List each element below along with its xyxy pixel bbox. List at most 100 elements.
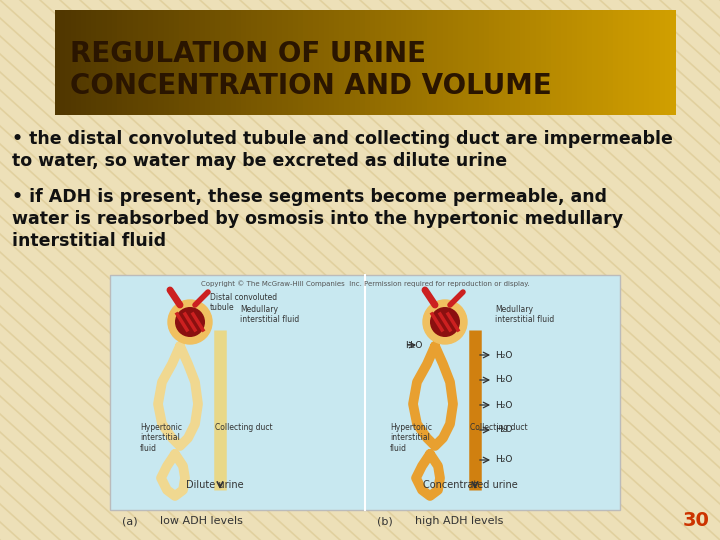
Bar <box>572 10 578 115</box>
Bar <box>608 10 614 115</box>
Bar <box>184 10 190 115</box>
Text: Distal convoluted
tubule: Distal convoluted tubule <box>210 293 277 313</box>
Bar <box>437 10 444 115</box>
Bar <box>86 10 92 115</box>
Bar <box>654 10 660 115</box>
Text: interstitial fluid: interstitial fluid <box>12 232 166 250</box>
Bar <box>324 10 330 115</box>
Bar <box>458 10 464 115</box>
Bar <box>603 10 609 115</box>
Bar <box>138 10 144 115</box>
Bar <box>158 10 164 115</box>
Bar <box>546 10 552 115</box>
Text: water is reabsorbed by osmosis into the hypertonic medullary: water is reabsorbed by osmosis into the … <box>12 210 623 228</box>
Bar <box>163 10 170 115</box>
Bar <box>168 10 175 115</box>
Bar <box>541 10 546 115</box>
Bar <box>365 10 372 115</box>
Bar <box>110 275 620 510</box>
Text: H₂O: H₂O <box>495 456 513 464</box>
Circle shape <box>168 300 212 344</box>
Bar <box>432 10 438 115</box>
Bar <box>417 10 423 115</box>
Bar <box>91 10 97 115</box>
Bar <box>329 10 335 115</box>
Bar <box>525 10 531 115</box>
Bar <box>448 10 454 115</box>
Text: Hypertonic
interstitial
fluid: Hypertonic interstitial fluid <box>390 423 432 453</box>
Bar <box>349 10 356 115</box>
Bar <box>375 10 382 115</box>
Bar <box>479 10 485 115</box>
Bar <box>210 10 216 115</box>
Bar <box>230 10 237 115</box>
Bar <box>277 10 284 115</box>
Bar <box>598 10 603 115</box>
Bar <box>618 10 624 115</box>
Bar <box>427 10 433 115</box>
Text: H₂O: H₂O <box>495 401 513 409</box>
Bar <box>204 10 211 115</box>
Text: Copyright © The McGraw-Hill Companies  Inc. Permission required for reproduction: Copyright © The McGraw-Hill Companies In… <box>201 280 529 287</box>
Bar <box>60 10 66 115</box>
Bar <box>194 10 201 115</box>
Bar <box>282 10 289 115</box>
Bar <box>613 10 619 115</box>
Bar <box>256 10 263 115</box>
Text: low ADH levels: low ADH levels <box>160 516 243 526</box>
Bar <box>287 10 294 115</box>
Bar <box>236 10 242 115</box>
Bar <box>500 10 505 115</box>
Text: to water, so water may be excreted as dilute urine: to water, so water may be excreted as di… <box>12 152 507 170</box>
Bar <box>453 10 459 115</box>
Bar <box>510 10 516 115</box>
Bar <box>355 10 361 115</box>
Bar <box>199 10 206 115</box>
Bar <box>665 10 671 115</box>
Text: (a): (a) <box>122 516 138 526</box>
Bar <box>272 10 278 115</box>
Bar <box>463 10 469 115</box>
Bar <box>225 10 232 115</box>
Bar <box>71 10 76 115</box>
Bar <box>261 10 268 115</box>
Bar <box>443 10 449 115</box>
Bar <box>241 10 247 115</box>
Bar <box>582 10 588 115</box>
Bar <box>567 10 572 115</box>
Bar <box>370 10 377 115</box>
Bar <box>153 10 159 115</box>
Bar <box>318 10 325 115</box>
Text: Collecting duct: Collecting duct <box>470 423 528 432</box>
Text: Dilute urine: Dilute urine <box>186 480 244 490</box>
Bar <box>556 10 562 115</box>
Bar <box>344 10 351 115</box>
Bar <box>494 10 500 115</box>
Bar <box>505 10 510 115</box>
Bar <box>107 10 113 115</box>
Text: H₂O: H₂O <box>495 375 513 384</box>
Bar <box>474 10 480 115</box>
Text: H₂O: H₂O <box>405 341 423 349</box>
Bar <box>468 10 474 115</box>
Circle shape <box>431 308 459 336</box>
Bar <box>660 10 666 115</box>
Bar <box>639 10 645 115</box>
Bar <box>112 10 118 115</box>
Bar <box>551 10 557 115</box>
Bar <box>313 10 320 115</box>
Bar <box>396 10 402 115</box>
Bar <box>577 10 583 115</box>
Text: • if ADH is present, these segments become permeable, and: • if ADH is present, these segments beco… <box>12 188 607 206</box>
Bar <box>412 10 418 115</box>
Bar <box>649 10 655 115</box>
Bar <box>298 10 304 115</box>
Bar <box>401 10 408 115</box>
Text: (b): (b) <box>377 516 392 526</box>
Bar <box>531 10 536 115</box>
Bar <box>143 10 149 115</box>
Bar <box>251 10 258 115</box>
Bar <box>55 10 61 115</box>
Bar <box>179 10 185 115</box>
Bar <box>339 10 346 115</box>
